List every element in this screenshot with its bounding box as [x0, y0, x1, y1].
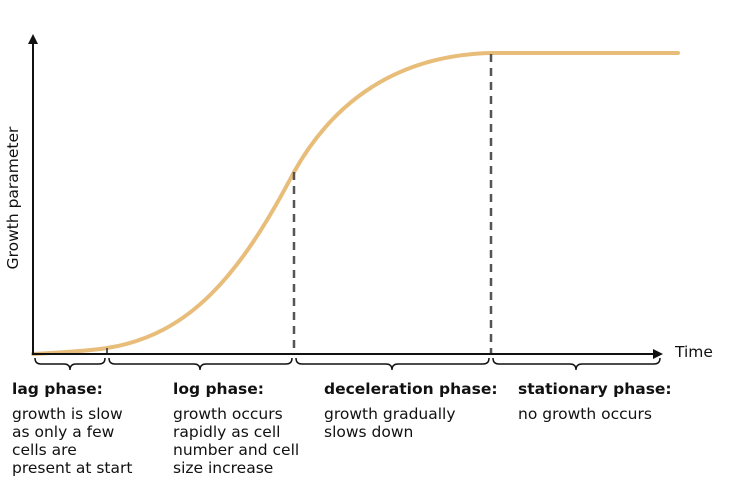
- lag-phase-description-line: present at start: [12, 459, 133, 477]
- lag-phase-description-line: as only a few: [12, 423, 115, 441]
- log-phase-description-line: rapidly as cell: [173, 423, 281, 441]
- brace-log-phase: [108, 357, 293, 371]
- stationary-phase-description-line: no growth occurs: [518, 405, 652, 423]
- lag-phase-title: lag phase:: [12, 380, 103, 398]
- brace-stationary-phase: [492, 357, 661, 371]
- brace-deceleration-phase: [295, 357, 490, 371]
- brace-lag-phase: [34, 357, 106, 371]
- stationary-phase-title: stationary phase:: [518, 380, 672, 398]
- deceleration-phase-description: growth gradually slows down: [324, 405, 456, 441]
- log-phase-title: log phase:: [173, 380, 264, 398]
- deceleration-phase-title: deceleration phase:: [324, 380, 498, 398]
- log-phase-description-line: growth occurs: [173, 405, 283, 423]
- x-axis-label: Time: [675, 343, 713, 361]
- growth-curve: [31, 51, 680, 356]
- stationary-phase-description: no growth occurs: [518, 405, 652, 423]
- log-phase-description-line: number and cell: [173, 441, 300, 459]
- log-phase-description: growth occurs rapidly as cell number and…: [173, 405, 299, 477]
- lag-phase-description-line: growth is slow: [12, 405, 123, 423]
- lag-phase-description: growth is slow as only a few cells are p…: [12, 405, 132, 477]
- log-phase-description-line: size increase: [173, 459, 274, 477]
- deceleration-phase-description-line: slows down: [324, 423, 414, 441]
- y-axis-label: Growth parameter: [4, 126, 22, 270]
- deceleration-phase-description-line: growth gradually: [324, 405, 456, 423]
- lag-phase-description-line: cells are: [12, 441, 77, 459]
